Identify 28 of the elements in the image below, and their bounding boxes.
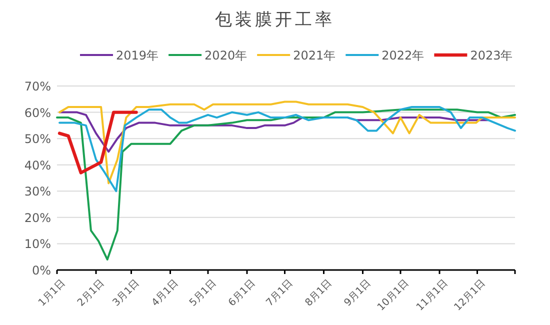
- legend-label: 2019年: [116, 48, 159, 62]
- y-tick-label: 70%: [24, 80, 51, 94]
- x-tick-label: 2月1日: [76, 278, 107, 309]
- x-tick-label: 12月1日: [452, 278, 488, 314]
- x-tick-label: 6月1日: [226, 278, 258, 309]
- y-tick-label: 60%: [24, 106, 51, 120]
- x-tick-label: 1月1日: [36, 278, 68, 309]
- x-tick-label: 5月1日: [188, 278, 219, 309]
- y-tick-label: 30%: [24, 184, 51, 199]
- x-tick-label: 9月1日: [342, 278, 374, 309]
- x-tick-label: 7月1日: [264, 278, 296, 309]
- x-tick-label: 10月1日: [376, 278, 412, 314]
- y-tick-label: 10%: [24, 237, 51, 252]
- legend-label: 2021年: [293, 48, 336, 62]
- x-tick-label: 4月1日: [150, 278, 181, 309]
- x-tick-label: 3月1日: [110, 278, 142, 309]
- y-tick-label: 20%: [24, 210, 51, 225]
- line-series: [56, 108, 516, 260]
- y-tick-label: 0%: [32, 264, 51, 278]
- y-tick-label: 40%: [24, 158, 51, 172]
- legend-label: 2023年: [470, 48, 513, 62]
- x-tick-label: 8月1日: [303, 278, 334, 309]
- legend-label: 2022年: [382, 48, 424, 62]
- legend-label: 2020年: [204, 48, 248, 62]
- x-tick-label: 11月1日: [414, 278, 450, 314]
- chart-title: 包装膜开工率: [215, 10, 335, 30]
- line-series: [58, 110, 138, 174]
- y-tick-label: 50%: [24, 132, 51, 146]
